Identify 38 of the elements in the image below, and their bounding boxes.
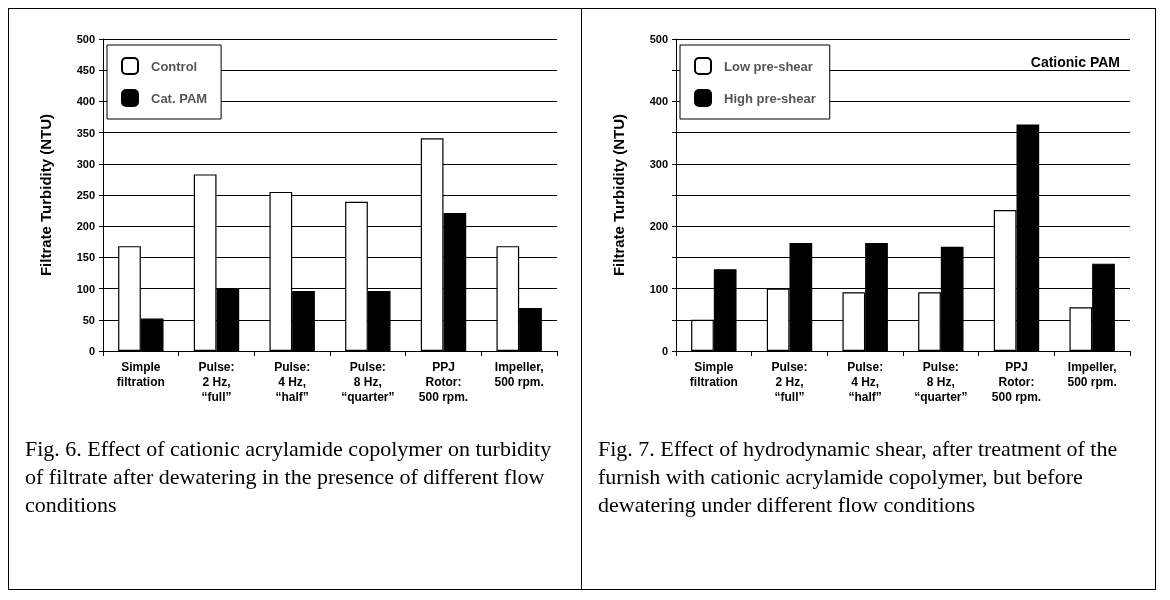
y-tick-label: 300 <box>76 157 95 170</box>
y-tick-label: 0 <box>661 345 668 357</box>
y-tick-label: 100 <box>649 282 668 295</box>
y-tick-label: 300 <box>649 157 668 170</box>
caption: Fig. 7. Effect of hydrodynamic shear, after treatment of the furnish with cationic acrylamide copolymer, but before dewatering under different flow conditions <box>597 435 1119 519</box>
legend-label: Low pre-shear <box>724 58 813 74</box>
y-tick-label: 500 <box>649 33 668 45</box>
y-tick-label: 400 <box>649 95 668 108</box>
y-tick-label: 350 <box>76 126 95 139</box>
x-tick-label: Pulse: 2 Hz, “full” <box>771 359 808 404</box>
x-tick-label: Impeller, 500 rpm. <box>1067 359 1117 389</box>
x-tick-label: Pulse: 2 Hz, “full” <box>198 359 235 404</box>
y-tick-label: 500 <box>76 33 95 45</box>
y-tick-label: 50 <box>82 313 95 326</box>
annotation: Cationic PAM <box>1030 54 1121 70</box>
y-tick-label: 0 <box>88 345 95 357</box>
x-tick-label: Pulse: 8 Hz, “quarter” <box>341 359 395 404</box>
y-tick-label: 250 <box>76 189 95 201</box>
x-tick-label: Pulse: 8 Hz, “quarter” <box>914 359 968 404</box>
x-tick-label: Simple filtration <box>689 359 738 389</box>
y-tick-label: 400 <box>76 95 95 108</box>
x-tick-label: PPJ Rotor: 500 rpm. <box>418 359 469 404</box>
legend-label: High pre-shear <box>724 90 816 106</box>
legend-label: Control <box>151 58 198 74</box>
x-tick-label: Simple filtration <box>116 359 165 389</box>
legend-label: Cat. PAM <box>151 90 208 106</box>
y-axis-title: Filtrate Turbidity (NTU) <box>37 113 54 277</box>
x-tick-label: Pulse: 4 Hz, “half” <box>847 359 884 404</box>
x-tick-label: Impeller, 500 rpm. <box>494 359 544 389</box>
x-tick-label: PPJ Rotor: 500 rpm. <box>991 359 1042 404</box>
y-tick-label: 100 <box>76 282 95 295</box>
y-axis-title: Filtrate Turbidity (NTU) <box>610 113 627 277</box>
y-tick-label: 200 <box>76 220 95 233</box>
caption: Fig. 6. Effect of cationic acrylamide copolymer on turbidity of filtrate after dewatering in the presence of different flow conditions <box>24 435 553 519</box>
y-tick-label: 150 <box>76 251 95 264</box>
y-tick-label: 200 <box>649 220 668 233</box>
x-tick-label: Pulse: 4 Hz, “half” <box>274 359 311 404</box>
y-tick-label: 450 <box>76 64 95 77</box>
